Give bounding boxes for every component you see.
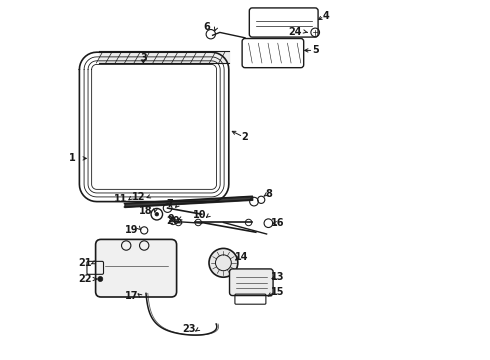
Text: 15: 15 [270,287,284,297]
Text: 7: 7 [166,199,173,210]
Text: 2: 2 [242,132,248,142]
Text: 8: 8 [265,189,272,199]
Text: 12: 12 [132,192,146,202]
Text: 3: 3 [141,53,147,63]
Text: 10: 10 [193,210,207,220]
Text: 20: 20 [166,216,180,226]
Text: 23: 23 [182,324,196,334]
Text: 11: 11 [114,194,127,204]
FancyBboxPatch shape [229,269,273,296]
Text: 14: 14 [235,252,248,262]
Text: 18: 18 [139,206,153,216]
Text: 16: 16 [270,218,284,228]
Text: 17: 17 [125,291,138,301]
Circle shape [155,212,159,216]
Text: 9: 9 [168,214,174,224]
Text: 24: 24 [289,27,302,37]
Text: 5: 5 [312,45,318,55]
Text: 22: 22 [78,274,92,284]
Text: 1: 1 [69,153,75,163]
Text: 6: 6 [204,22,211,32]
Text: 4: 4 [322,11,329,21]
Circle shape [209,248,238,277]
Circle shape [98,276,103,282]
Text: 13: 13 [270,272,284,282]
Text: 21: 21 [78,258,92,268]
FancyBboxPatch shape [96,239,176,297]
Text: 19: 19 [125,225,138,235]
